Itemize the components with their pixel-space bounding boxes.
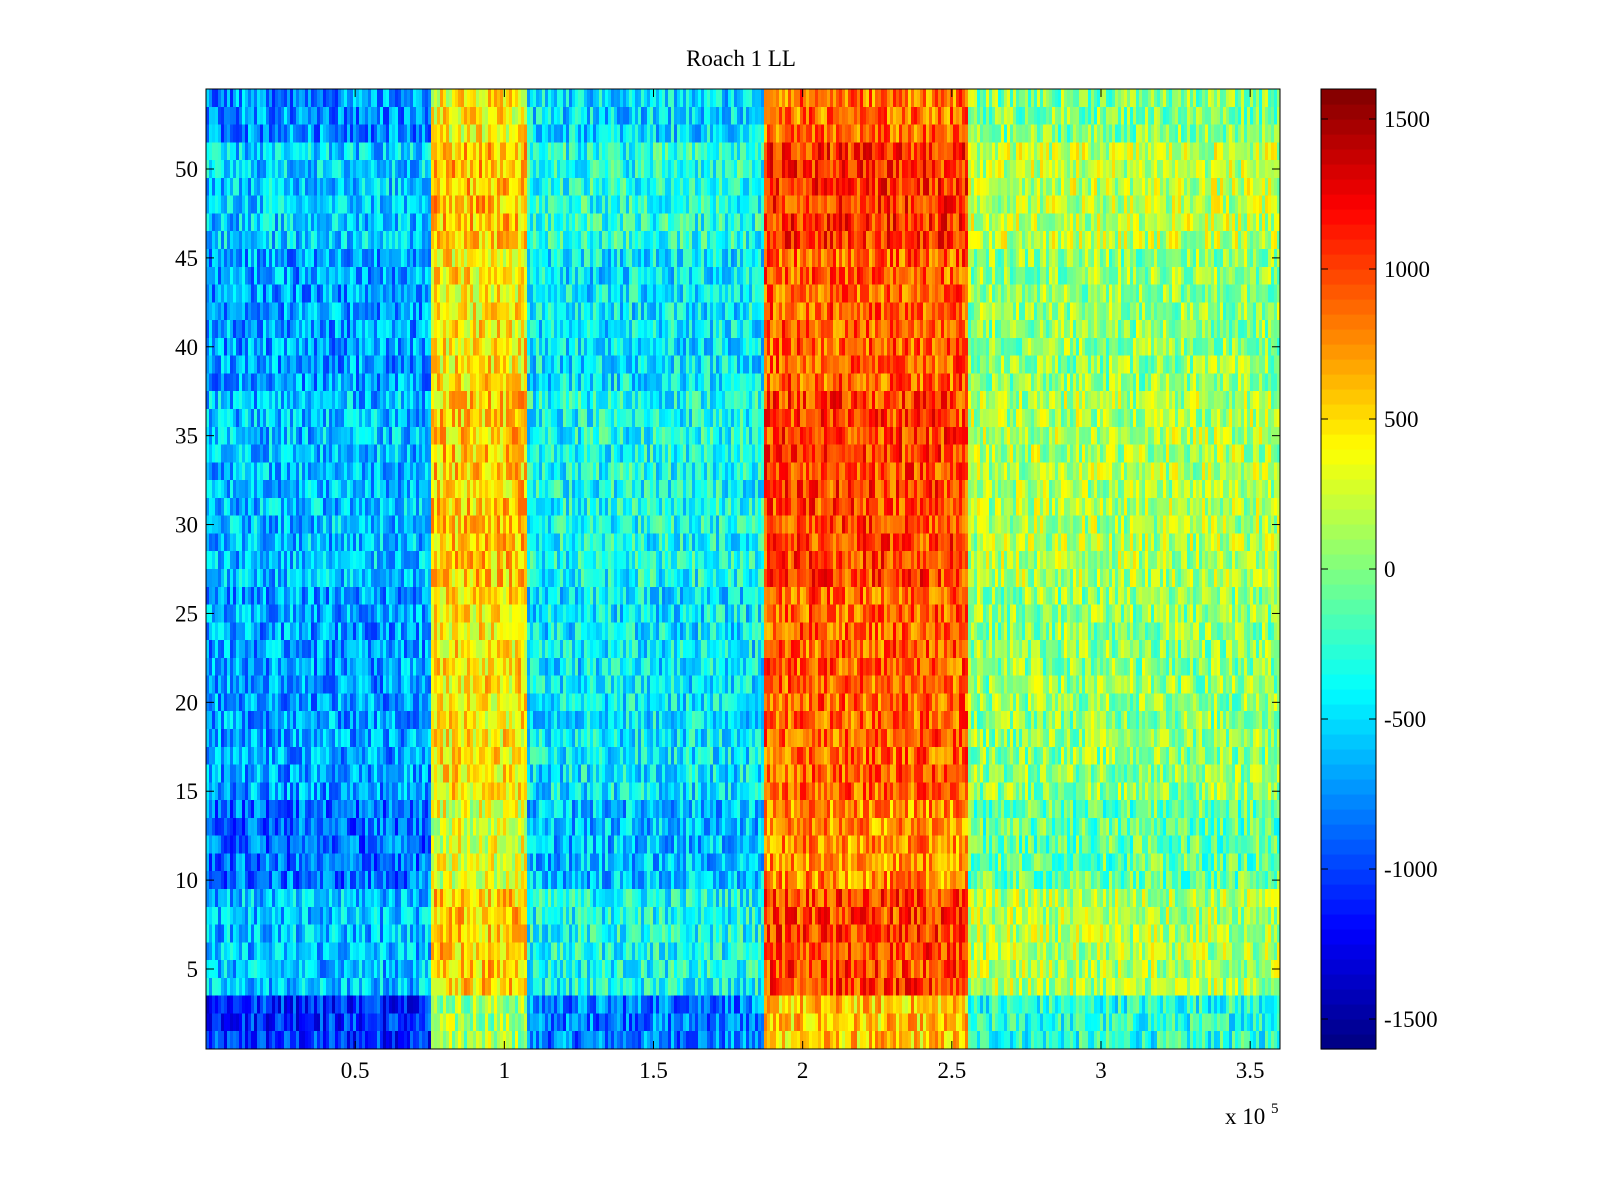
colorbar-band — [1321, 614, 1376, 630]
colorbar-band — [1321, 449, 1376, 465]
colorbar-band — [1321, 494, 1376, 510]
colorbar-tick-label: 0 — [1384, 557, 1396, 582]
x-axis-multiplier-exponent: 5 — [1271, 1101, 1279, 1117]
y-tick-label: 35 — [175, 424, 198, 449]
colorbar-band — [1321, 1034, 1376, 1050]
colorbar-band — [1321, 779, 1376, 795]
colorbar-band — [1321, 809, 1376, 825]
colorbar-band — [1321, 134, 1376, 150]
colorbar-band — [1321, 419, 1376, 435]
colorbar-band — [1321, 194, 1376, 210]
colorbar-band — [1321, 464, 1376, 480]
colorbar-band — [1321, 689, 1376, 705]
y-tick-label: 50 — [175, 157, 198, 182]
colorbar-band — [1321, 554, 1376, 570]
colorbar-band — [1321, 329, 1376, 345]
colorbar-band — [1321, 599, 1376, 615]
colorbar-band — [1321, 914, 1376, 930]
colorbar-band — [1321, 269, 1376, 285]
x-tick-label: 2.5 — [937, 1058, 966, 1083]
x-tick-label: 2 — [797, 1058, 809, 1083]
colorbar-band — [1321, 749, 1376, 765]
colorbar-band — [1321, 164, 1376, 180]
colorbar-band — [1321, 794, 1376, 810]
colorbar-band — [1321, 854, 1376, 870]
y-tick-label: 40 — [175, 335, 198, 360]
colorbar-band — [1321, 509, 1376, 525]
x-tick-label: 3 — [1095, 1058, 1107, 1083]
chart-title: Roach 1 LL — [686, 46, 796, 71]
colorbar-band — [1321, 704, 1376, 720]
colorbar-band — [1321, 119, 1376, 135]
colorbar-band — [1321, 89, 1376, 105]
colorbar-band — [1321, 839, 1376, 855]
colorbar-band — [1321, 479, 1376, 495]
colorbar-band — [1321, 254, 1376, 270]
colorbar-band — [1321, 824, 1376, 840]
y-tick-label: 15 — [175, 779, 198, 804]
colorbar-band — [1321, 974, 1376, 990]
colorbar-band — [1321, 539, 1376, 555]
y-tick-label: 10 — [175, 868, 198, 893]
colorbar-band — [1321, 299, 1376, 315]
colorbar-tick-label: 1000 — [1384, 257, 1430, 282]
colorbar-band — [1321, 344, 1376, 360]
colorbar-band — [1321, 959, 1376, 975]
colorbar-band — [1321, 389, 1376, 405]
colorbar-band — [1321, 644, 1376, 660]
colorbar: 1500 1000 500 0 -500 -1000 -1500 — [1320, 88, 1438, 1050]
colorbar-band — [1321, 944, 1376, 960]
x-tick-label: 0.5 — [341, 1058, 370, 1083]
y-axis: 5 10 15 20 25 30 35 40 45 50 — [175, 157, 1280, 982]
y-tick-label: 45 — [175, 246, 198, 271]
x-tick-label: 1 — [499, 1058, 511, 1083]
colorbar-band — [1321, 314, 1376, 330]
colorbar-band — [1321, 209, 1376, 225]
y-tick-label: 5 — [187, 957, 199, 982]
colorbar-band — [1321, 404, 1376, 420]
colorbar-band — [1321, 989, 1376, 1005]
colorbar-band — [1321, 359, 1376, 375]
colorbar-band — [1321, 659, 1376, 675]
colorbar-tick-label: -1000 — [1384, 857, 1438, 882]
colorbar-band — [1321, 569, 1376, 585]
colorbar-band — [1321, 149, 1376, 165]
y-tick-label: 25 — [175, 601, 198, 626]
colorbar-band — [1321, 1019, 1376, 1035]
colorbar-band — [1321, 719, 1376, 735]
y-tick-label: 30 — [175, 513, 198, 538]
colorbar-band — [1321, 899, 1376, 915]
colorbar-tick-label: -1500 — [1384, 1007, 1438, 1032]
colorbar-band — [1321, 434, 1376, 450]
x-axis: 0.5 1 1.5 2 2.5 3 3.5 — [341, 89, 1265, 1083]
colorbar-tick-label: -500 — [1384, 707, 1426, 732]
colorbar-band — [1321, 374, 1376, 390]
colorbar-band — [1321, 584, 1376, 600]
colorbar-tick-label: 1500 — [1384, 107, 1430, 132]
colorbar-band — [1321, 734, 1376, 750]
heatmap-cells — [206, 89, 1280, 1049]
plot-area — [205, 88, 1281, 1050]
x-tick-label: 1.5 — [639, 1058, 668, 1083]
colorbar-tick-label: 500 — [1384, 407, 1419, 432]
colorbar-band — [1321, 104, 1376, 120]
colorbar-band — [1321, 629, 1376, 645]
colorbar-band — [1321, 224, 1376, 240]
colorbar-band — [1321, 764, 1376, 780]
colorbar-band — [1321, 284, 1376, 300]
colorbar-band — [1321, 884, 1376, 900]
y-tick-label: 20 — [175, 690, 198, 715]
colorbar-band — [1321, 239, 1376, 255]
colorbar-band — [1321, 179, 1376, 195]
colorbar-band — [1321, 869, 1376, 885]
x-axis-multiplier-base: x 10 — [1225, 1104, 1265, 1129]
plot-frame — [205, 88, 1281, 1050]
colorbar-band — [1321, 1004, 1376, 1020]
colorbar-band — [1321, 524, 1376, 540]
colorbar-band — [1321, 674, 1376, 690]
x-axis-multiplier: x 10 5 — [1225, 1101, 1279, 1129]
colorbar-band — [1321, 929, 1376, 945]
x-tick-label: 3.5 — [1236, 1058, 1265, 1083]
